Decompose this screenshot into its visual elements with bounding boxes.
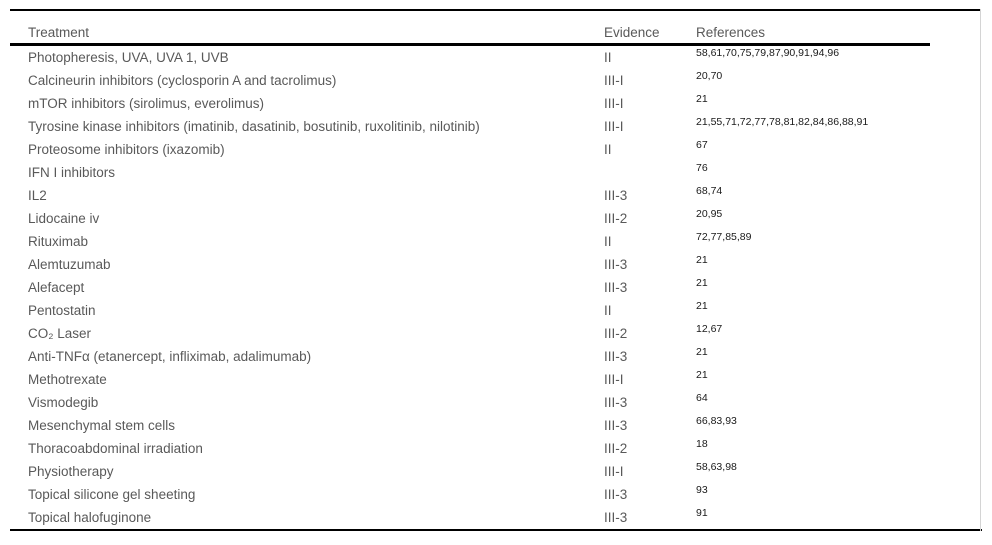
table-row: Topical silicone gel sheeting III-3 93: [28, 483, 968, 506]
evidence-cell: III-3: [604, 418, 628, 433]
references-cell: 93: [696, 484, 708, 496]
evidence-cell: III-2: [604, 326, 628, 341]
references-cell: 20,70: [696, 70, 723, 82]
table-row: Photopheresis, UVA, UVA 1, UVB II 58,61,…: [28, 46, 968, 69]
table-row: Thoracoabdominal irradiation III-2 18: [28, 437, 968, 460]
treatment-cell: Calcineurin inhibitors (cyclosporin A an…: [28, 73, 337, 88]
table-row: Alemtuzumab III-3 21: [28, 253, 968, 276]
evidence-cell: III-3: [604, 280, 628, 295]
references-cell: 21: [696, 277, 708, 289]
table-row: Physiotherapy III-I 58,63,98: [28, 460, 968, 483]
treatment-cell: Thoracoabdominal irradiation: [28, 441, 203, 456]
table-row: mTOR inhibitors (sirolimus, everolimus) …: [28, 92, 968, 115]
evidence-cell: II: [604, 234, 612, 249]
treatment-cell: Tyrosine kinase inhibitors (imatinib, da…: [28, 119, 480, 134]
evidence-cell: III-I: [604, 119, 624, 134]
references-cell: 20,95: [696, 208, 723, 220]
references-cell: 58,63,98: [696, 461, 737, 473]
references-cell: 68,74: [696, 185, 723, 197]
evidence-cell: III-2: [604, 441, 628, 456]
treatment-cell: Methotrexate: [28, 372, 107, 387]
table-row: Tyrosine kinase inhibitors (imatinib, da…: [28, 115, 968, 138]
table-row: Anti-TNFα (etanercept, infliximab, adali…: [28, 345, 968, 368]
evidence-cell: III-I: [604, 96, 624, 111]
references-cell: 21: [696, 254, 708, 266]
evidence-cell: II: [604, 50, 612, 65]
column-header-references: References: [696, 25, 766, 40]
table-row: CO₂ Laser III-2 12,67: [28, 322, 968, 345]
table-header: Treatment Evidence References: [28, 21, 968, 44]
references-cell: 64: [696, 392, 708, 404]
references-cell: 66,83,93: [696, 415, 737, 427]
treatment-cell: Rituximab: [28, 234, 89, 249]
table-row: Alefacept III-3 21: [28, 276, 968, 299]
treatment-cell: Vismodegib: [28, 395, 99, 410]
table-row: Rituximab II 72,77,85,89: [28, 230, 968, 253]
treatment-cell: Proteosome inhibitors (ixazomib): [28, 142, 225, 157]
table-row: Pentostatin II 21: [28, 299, 968, 322]
treatment-cell: Alemtuzumab: [28, 257, 111, 272]
table-row: IL2 III-3 68,74: [28, 184, 968, 207]
evidence-cell: [604, 161, 696, 184]
references-cell: 21,55,71,72,77,78,81,82,84,86,88,91: [696, 116, 869, 128]
table-top-rule: [10, 9, 980, 11]
evidence-cell: III-3: [604, 257, 628, 272]
treatment-cell: Photopheresis, UVA, UVA 1, UVB: [28, 50, 229, 65]
references-cell: 91: [696, 507, 708, 519]
table-body: Photopheresis, UVA, UVA 1, UVB II 58,61,…: [28, 46, 968, 529]
evidence-cell: II: [604, 303, 612, 318]
evidence-cell: II: [604, 142, 612, 157]
treatment-cell: mTOR inhibitors (sirolimus, everolimus): [28, 96, 265, 111]
treatment-cell: Topical silicone gel sheeting: [28, 487, 196, 502]
treatment-cell: Mesenchymal stem cells: [28, 418, 176, 433]
references-cell: 21: [696, 369, 708, 381]
table-row: Lidocaine iv III-2 20,95: [28, 207, 968, 230]
evidence-cell: III-I: [604, 464, 624, 479]
table-row: Mesenchymal stem cells III-3 66,83,93: [28, 414, 968, 437]
treatment-cell: Lidocaine iv: [28, 211, 100, 226]
evidence-cell: III-3: [604, 395, 628, 410]
treatment-cell: IFN I inhibitors: [28, 165, 116, 180]
table-row: IFN I inhibitors 76: [28, 161, 968, 184]
treatment-cell: Anti-TNFα (etanercept, infliximab, adali…: [28, 349, 312, 364]
table-row: Topical halofuginone III-3 91: [28, 506, 968, 529]
header-divider-rule: [10, 43, 930, 46]
treatment-cell: Alefacept: [28, 280, 85, 295]
column-header-evidence: Evidence: [604, 25, 660, 40]
table-row: Proteosome inhibitors (ixazomib) II 67: [28, 138, 968, 161]
evidence-cell: III-I: [604, 372, 624, 387]
evidence-cell: III-I: [604, 73, 624, 88]
references-cell: 58,61,70,75,79,87,90,91,94,96: [696, 47, 840, 59]
table-row: Methotrexate III-I 21: [28, 368, 968, 391]
references-cell: 21: [696, 346, 708, 358]
references-cell: 76: [696, 162, 708, 174]
references-cell: 12,67: [696, 323, 723, 335]
column-header-treatment: Treatment: [28, 25, 90, 40]
references-cell: 21: [696, 93, 708, 105]
table-row: Vismodegib III-3 64: [28, 391, 968, 414]
evidence-cell: III-3: [604, 510, 628, 525]
references-cell: 72,77,85,89: [696, 231, 752, 243]
references-cell: 18: [696, 438, 708, 450]
references-cell: 67: [696, 139, 708, 151]
treatment-cell: Pentostatin: [28, 303, 96, 318]
treatment-cell: Physiotherapy: [28, 464, 114, 479]
table-row: Calcineurin inhibitors (cyclosporin A an…: [28, 69, 968, 92]
evidence-cell: III-3: [604, 349, 628, 364]
table-right-edge: [980, 9, 981, 531]
table-bottom-rule: [10, 529, 982, 531]
evidence-cell: III-3: [604, 487, 628, 502]
treatment-cell: IL2: [28, 188, 47, 203]
treatment-cell: CO₂ Laser: [28, 326, 92, 341]
evidence-cell: III-3: [604, 188, 628, 203]
evidence-cell: III-2: [604, 211, 628, 226]
references-cell: 21: [696, 300, 708, 312]
treatment-cell: Topical halofuginone: [28, 510, 152, 525]
